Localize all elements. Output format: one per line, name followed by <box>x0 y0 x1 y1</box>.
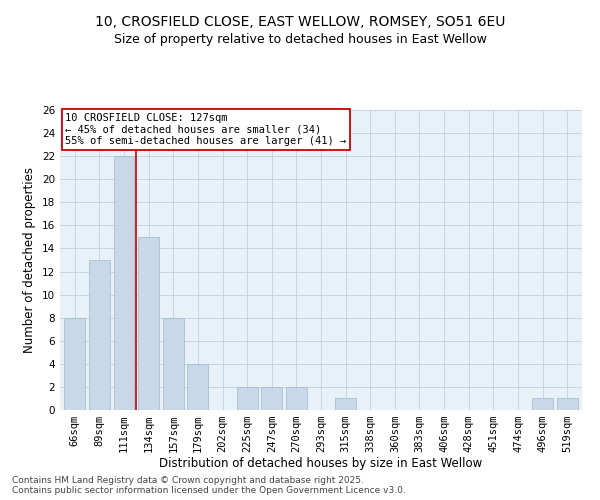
Bar <box>335 398 356 410</box>
Text: Size of property relative to detached houses in East Wellow: Size of property relative to detached ho… <box>113 32 487 46</box>
Text: Contains HM Land Registry data © Crown copyright and database right 2025.
Contai: Contains HM Land Registry data © Crown c… <box>12 476 406 495</box>
Bar <box>113 156 134 410</box>
Bar <box>163 318 184 410</box>
Bar <box>236 387 257 410</box>
Bar <box>89 260 110 410</box>
Text: 10, CROSFIELD CLOSE, EAST WELLOW, ROMSEY, SO51 6EU: 10, CROSFIELD CLOSE, EAST WELLOW, ROMSEY… <box>95 15 505 29</box>
Bar <box>64 318 85 410</box>
Bar <box>138 237 159 410</box>
Bar <box>532 398 553 410</box>
Bar <box>557 398 578 410</box>
Y-axis label: Number of detached properties: Number of detached properties <box>23 167 37 353</box>
X-axis label: Distribution of detached houses by size in East Wellow: Distribution of detached houses by size … <box>160 456 482 469</box>
Bar <box>187 364 208 410</box>
Bar <box>286 387 307 410</box>
Bar <box>261 387 282 410</box>
Text: 10 CROSFIELD CLOSE: 127sqm
← 45% of detached houses are smaller (34)
55% of semi: 10 CROSFIELD CLOSE: 127sqm ← 45% of deta… <box>65 113 346 146</box>
